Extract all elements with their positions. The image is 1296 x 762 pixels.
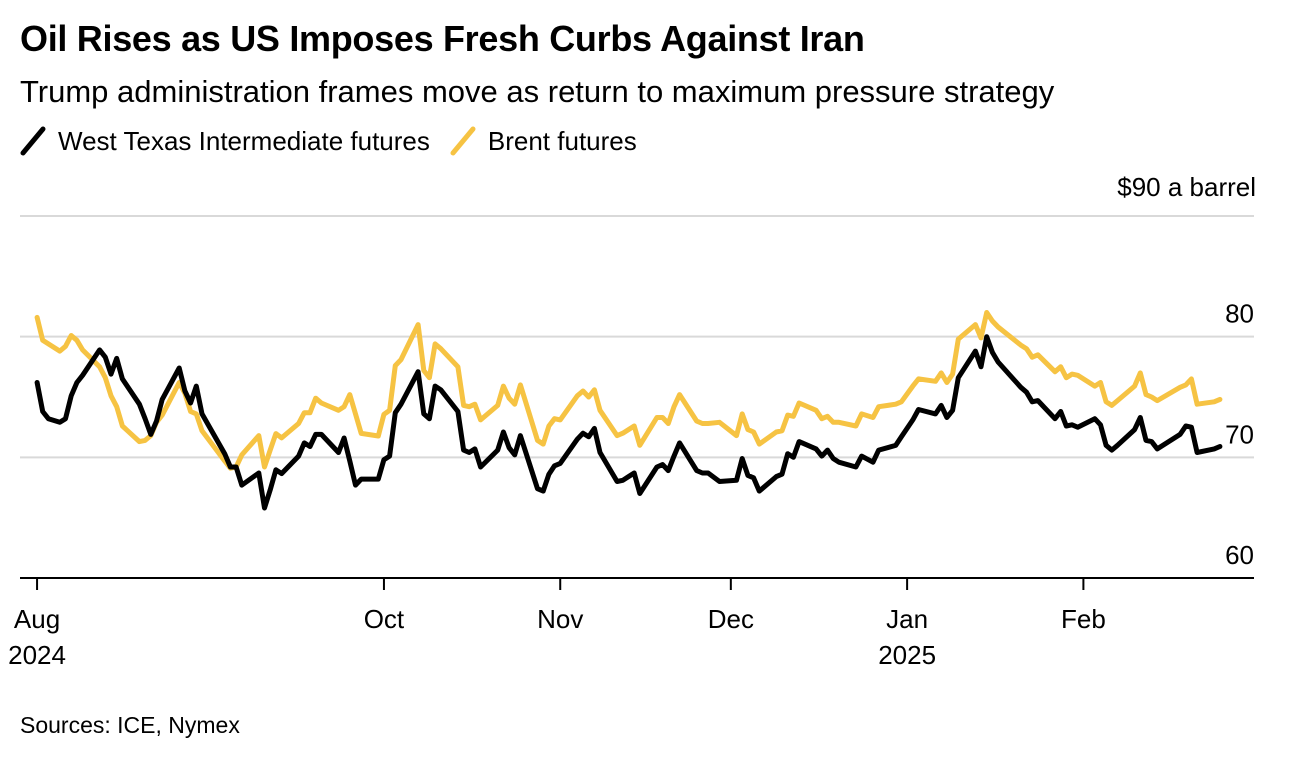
- x-tick-label-aug: Aug: [14, 604, 60, 634]
- x-tick-label-feb: Feb: [1061, 604, 1106, 634]
- y-tick-labels: 60 70 80: [1225, 299, 1254, 570]
- legend-swatch-brent: [450, 126, 476, 156]
- legend: West Texas Intermediate futures Brent fu…: [20, 124, 657, 158]
- source-note: Sources: ICE, Nymex: [20, 712, 240, 738]
- x-tick-label-oct: Oct: [364, 604, 405, 634]
- y-tick-label-70: 70: [1225, 419, 1254, 449]
- legend-label-brent: Brent futures: [487, 125, 637, 156]
- legend-item-brent: Brent futures: [450, 124, 637, 158]
- legend-label-wti: West Texas Intermediate futures: [58, 125, 430, 156]
- chart-title: Oil Rises as US Imposes Fresh Curbs Agai…: [20, 18, 865, 59]
- legend-item-wti: West Texas Intermediate futures: [20, 124, 430, 158]
- series-lines: [34, 310, 1223, 511]
- x-tick-label-jan: Jan: [886, 604, 928, 634]
- y-tick-label-60: 60: [1225, 540, 1254, 570]
- y-unit-label: $90 a barrel: [1117, 172, 1256, 202]
- y-tick-label-80: 80: [1225, 299, 1254, 329]
- x-tick-label-nov: Nov: [537, 604, 583, 634]
- legend-swatch-wti: [20, 126, 46, 156]
- x-tick-label-dec: Dec: [708, 604, 754, 634]
- chart-subtitle: Trump administration frames move as retu…: [20, 74, 1055, 109]
- x-tick-year-jan: 2025: [878, 640, 936, 670]
- x-tick-year-aug: 2024: [8, 640, 66, 670]
- series-line-west-texas-intermediate-futures: [34, 334, 1223, 511]
- x-ticks: Aug 2024 Oct Nov Dec Jan 2025 Feb: [8, 578, 1106, 670]
